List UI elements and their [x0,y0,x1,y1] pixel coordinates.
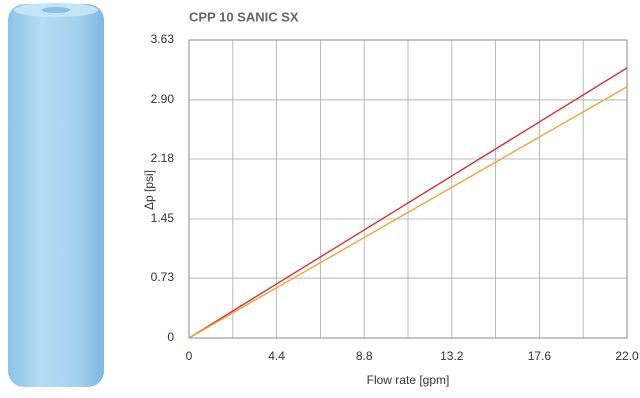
plot-border [188,39,628,339]
y-tick-label: 2.18 [151,151,175,165]
x-axis-label: Flow rate [gpm] [367,373,450,387]
x-tick-label: 22.0 [615,349,639,363]
series-line [188,67,628,339]
x-tick-label: 13.2 [440,349,464,363]
y-tick-label: 0 [167,330,174,344]
y-tick-label: 0.73 [151,270,175,284]
filter-hole [42,7,70,13]
y-tick-label: 2.90 [151,92,175,106]
x-tick-label: 0 [186,349,193,363]
filter-body [8,4,104,387]
filter-image [8,3,104,387]
y-tick-label: 3.63 [151,32,175,46]
x-tick-label: 8.8 [356,349,373,363]
y-tick-label: 1.45 [151,211,175,225]
chart-title: CPP 10 SANIC SX [189,9,299,24]
series-line [188,86,628,339]
y-axis-label: Δp [psi] [142,170,156,210]
x-tick-label: 4.4 [268,349,285,363]
x-tick-label: 17.6 [528,349,552,363]
